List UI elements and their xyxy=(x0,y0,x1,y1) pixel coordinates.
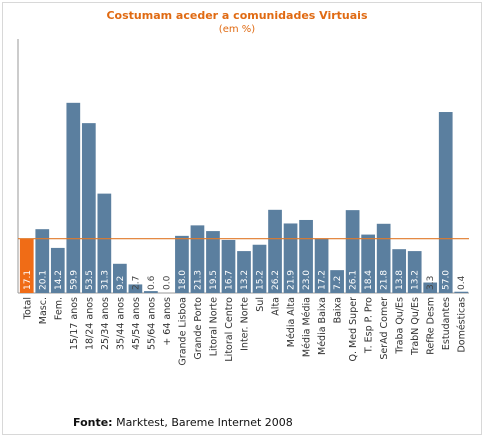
data-label: 53.5 xyxy=(85,270,95,290)
data-label: 59.9 xyxy=(69,270,79,290)
category-label: Domésticas xyxy=(457,297,468,353)
data-label: 19.5 xyxy=(209,270,219,290)
category-label: TrabN Qu/Es xyxy=(410,297,421,356)
bar xyxy=(81,123,96,293)
bar xyxy=(237,251,251,293)
bar xyxy=(330,270,344,293)
category-label: 55/64 anos xyxy=(146,297,157,350)
source-label: Fonte: xyxy=(73,416,113,429)
bar xyxy=(175,235,189,293)
bar xyxy=(423,282,438,293)
category-label: RefRe Desm xyxy=(426,297,437,355)
data-label: 13.8 xyxy=(395,270,405,290)
bar xyxy=(35,229,50,293)
data-label: 21.3 xyxy=(193,270,203,290)
category-label: 18/24 anos xyxy=(84,297,95,350)
data-label: 17.2 xyxy=(318,270,328,290)
bar xyxy=(19,238,34,293)
category-label: Grande Porto xyxy=(193,297,204,360)
data-label: 21.9 xyxy=(287,270,297,290)
data-label: 13.2 xyxy=(411,270,421,290)
category-label: 45/54 anos xyxy=(131,297,142,350)
category-label: Masc. xyxy=(38,297,49,324)
category-label: Traba Qu/Es xyxy=(395,297,406,355)
bar xyxy=(97,193,112,293)
category-label: Sul xyxy=(255,297,266,312)
chart-frame: Costumam aceder a comunidades Virtuais (… xyxy=(2,2,482,435)
data-label: 18.0 xyxy=(178,270,188,290)
data-label: 0.0 xyxy=(162,275,172,290)
category-label: Estudantes xyxy=(441,297,452,350)
category-label: 25/34 anos xyxy=(100,297,111,350)
data-label: 20.1 xyxy=(38,270,48,290)
data-label: 23.0 xyxy=(302,270,312,290)
category-label: Litoral Norte xyxy=(208,297,219,356)
category-label: Alta xyxy=(271,297,282,316)
source-text: Marktest, Bareme Internet 2008 xyxy=(112,416,293,429)
data-label: 31.3 xyxy=(100,270,110,290)
data-label: 2.7 xyxy=(131,276,141,290)
data-label: 26.1 xyxy=(349,270,359,290)
bar-chart: Costumam aceder a comunidades Virtuais (… xyxy=(17,9,469,366)
category-label: Grande Lisboa xyxy=(177,297,188,366)
data-label: 13.2 xyxy=(240,270,250,290)
chart-title: Costumam aceder a comunidades Virtuais xyxy=(106,9,367,22)
data-label: 21.8 xyxy=(380,270,390,290)
data-label: 0.6 xyxy=(147,275,157,290)
category-label: SerAd Comer xyxy=(379,297,390,360)
bar xyxy=(50,247,65,293)
bar xyxy=(190,225,205,293)
category-label: 35/44 anos xyxy=(115,297,126,350)
category-label: Inter. Norte xyxy=(240,297,251,351)
category-label: Litoral Centro xyxy=(224,297,235,362)
data-label: 17.1 xyxy=(23,270,33,290)
category-label: Baixa xyxy=(333,297,344,323)
data-label: 15.2 xyxy=(256,270,266,290)
bar xyxy=(438,112,453,294)
bar xyxy=(252,244,267,293)
data-label: 18.4 xyxy=(364,270,374,290)
bar xyxy=(206,231,220,293)
bar xyxy=(407,251,422,293)
category-label: Q. Med Super xyxy=(348,297,359,362)
data-label: 3.3 xyxy=(426,276,436,290)
category-label: Total xyxy=(22,297,33,320)
bar xyxy=(376,223,391,293)
data-label: 0.4 xyxy=(457,275,467,290)
bar xyxy=(361,234,375,293)
data-label: 7.2 xyxy=(333,276,343,290)
category-label: Fem. xyxy=(53,297,64,320)
bar xyxy=(268,209,282,293)
bar xyxy=(345,210,360,293)
bar xyxy=(221,239,236,293)
plot-area: 17.1 Total 20.1 Masc. 14.2 Fem. 59.9 15/17 anos… xyxy=(17,39,469,366)
category-label: T. Esp P. Pro xyxy=(364,297,375,354)
category-label: Média Alta xyxy=(286,297,297,347)
bar xyxy=(113,263,127,293)
bar xyxy=(283,223,298,293)
category-label: Média Baixa xyxy=(317,297,328,355)
data-label: 57.0 xyxy=(442,270,452,290)
bar xyxy=(66,102,81,293)
data-label: 14.2 xyxy=(54,270,64,290)
data-label: 16.7 xyxy=(224,270,234,290)
bar xyxy=(392,249,407,293)
category-label: Média Média xyxy=(302,297,313,357)
source-note: Fonte: Marktest, Bareme Internet 2008 xyxy=(73,416,293,429)
bar xyxy=(314,238,329,293)
data-label: 26.2 xyxy=(271,270,281,290)
bar xyxy=(144,291,158,293)
category-label: + 64 anos xyxy=(162,297,173,346)
data-label: 9.2 xyxy=(116,276,126,290)
chart-subtitle: (em %) xyxy=(219,24,255,35)
category-label: 15/17 anos xyxy=(69,297,80,350)
bar xyxy=(128,284,143,293)
bar xyxy=(454,291,469,293)
